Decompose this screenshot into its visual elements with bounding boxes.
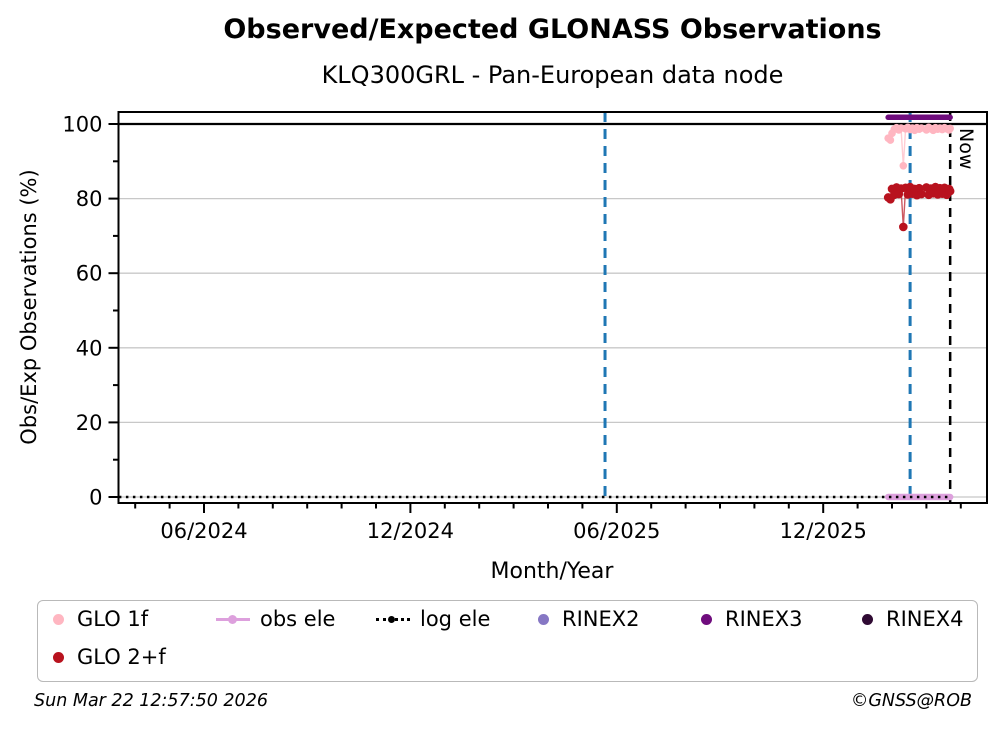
y-tick-label: 100 <box>62 113 102 137</box>
chart-subtitle: KLQ300GRL - Pan-European data node <box>321 61 784 89</box>
x-tick-label: 06/2024 <box>160 519 247 543</box>
axis-ticks: 06/2024 12/2024 06/2025 12/2025 0 20 40 60 80 100 <box>62 113 962 543</box>
copyright: ©GNSS@ROB <box>850 691 972 711</box>
timestamp: Sun Mar 22 12:57:50 2026 <box>34 691 268 711</box>
y-axis-label: Obs/Exp Observations (%) <box>17 169 41 444</box>
legend-item-rinex2: RINEX2 <box>538 606 640 632</box>
rinex3-marker-icon <box>701 613 712 625</box>
series-glo-2-f-point <box>945 186 955 196</box>
chart: 06/2024 12/2024 06/2025 12/2025 0 20 40 60 80 100… <box>17 111 988 584</box>
obs-ele-marker-icon <box>216 614 250 625</box>
plot-layers <box>118 112 987 503</box>
legend-item-glo-2-f: GLO 2+f <box>53 644 166 670</box>
legend-item-rinex4: RINEX4 <box>862 606 964 632</box>
y-tick-label: 60 <box>76 262 103 286</box>
y-tick-label: 40 <box>76 336 103 360</box>
glo-1f-marker-icon <box>53 613 64 625</box>
legend: GLO 1f obs ele log ele RINEX2 RINEX3 RINEX4 GL… <box>37 600 978 682</box>
x-tick-label: 06/2025 <box>573 519 660 543</box>
legend-label-glo-1f: GLO 1f <box>77 607 149 631</box>
x-tick-label: 12/2025 <box>780 519 867 543</box>
x-tick-label: 12/2024 <box>367 519 454 543</box>
series-glo-2-f-point <box>917 189 926 199</box>
glo-2-f-marker-icon <box>53 651 64 663</box>
now-label: Now <box>955 128 977 169</box>
legend-item-obs-ele: obs ele <box>216 606 335 632</box>
legend-item-rinex3: RINEX3 <box>701 606 803 632</box>
legend-item-glo-1f: GLO 1f <box>53 606 148 632</box>
series-glo-1f-point <box>946 124 954 133</box>
y-tick-label: 20 <box>76 411 103 435</box>
rinex2-marker-icon <box>538 613 549 625</box>
legend-label-rinex3: RINEX3 <box>725 607 803 631</box>
plot-border <box>117 111 988 504</box>
log-ele-marker-icon <box>376 614 410 625</box>
legend-label-obs-ele: obs ele <box>260 607 336 631</box>
chart-title: Observed/Expected GLONASS Observations <box>223 14 882 45</box>
y-tick-label: 0 <box>89 486 102 510</box>
series-glo-1f-point <box>886 136 895 144</box>
series-glo-2-f-point <box>899 222 908 232</box>
rinex4-marker-icon <box>862 613 873 625</box>
x-axis-label: Month/Year <box>491 559 615 584</box>
legend-label-log-ele: log ele <box>420 607 491 631</box>
legend-label-rinex4: RINEX4 <box>886 607 964 631</box>
legend-item-log-ele: log ele <box>376 606 490 632</box>
y-tick-label: 80 <box>76 187 103 211</box>
legend-label-glo-2-f: GLO 2+f <box>77 645 166 669</box>
legend-label-rinex2: RINEX2 <box>562 607 640 631</box>
series-glo-1f-point <box>899 161 908 170</box>
